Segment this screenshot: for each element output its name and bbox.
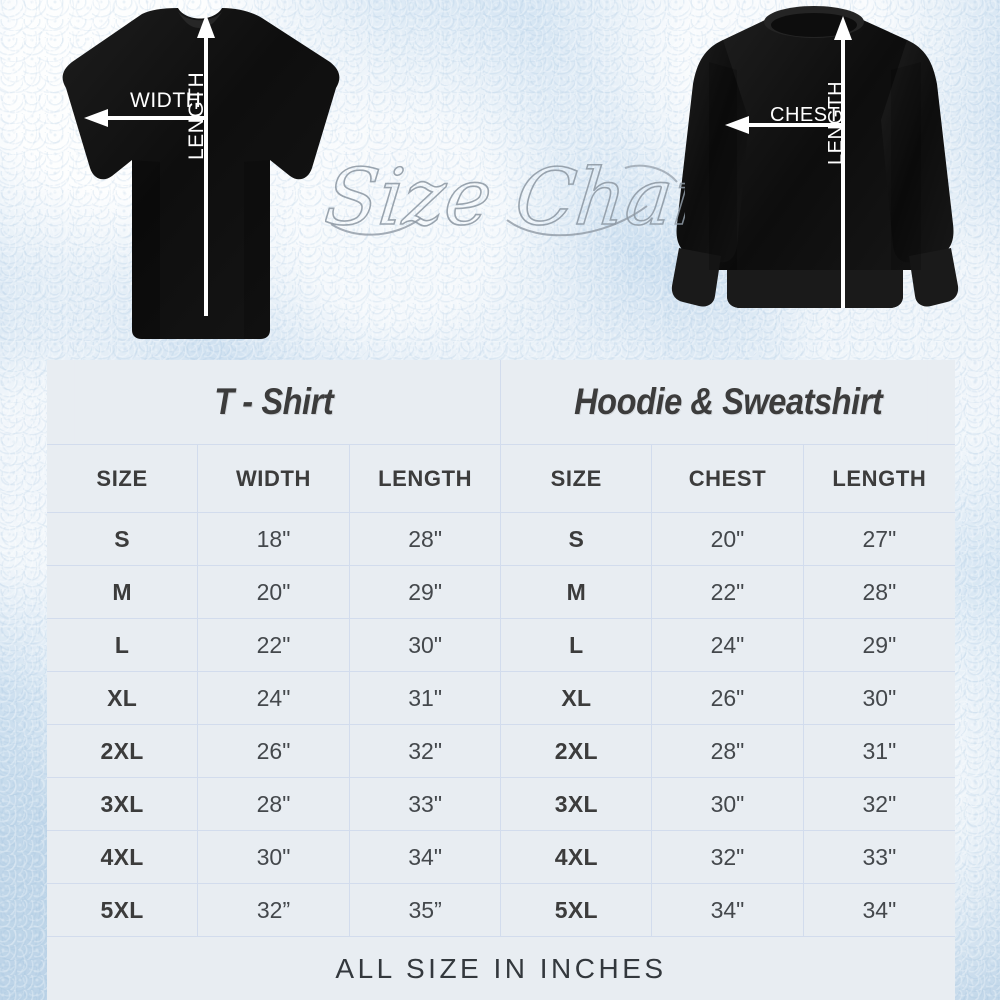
row-length-right: 32" — [802, 777, 955, 831]
header-right-chest: CHEST — [651, 444, 804, 513]
header-left-width: WIDTH — [197, 444, 350, 513]
row-length-left: 28" — [348, 512, 502, 566]
table-footer-row: ALL SIZE IN INCHES — [47, 936, 955, 1000]
row-chest-right: 26" — [651, 671, 804, 725]
row-width-left: 20" — [197, 565, 350, 619]
garment-illustration-area: WIDTH LENGTH — [0, 0, 1000, 356]
tshirt-length-label: LENGTH — [185, 71, 208, 160]
row-size-left: M — [47, 565, 199, 619]
row-chest-right: 28" — [651, 724, 804, 778]
row-length-left: 29" — [348, 565, 502, 619]
sweatshirt-illustration — [645, 0, 985, 350]
size-chart-table: T - Shirt Hoodie & Sweatshirt SIZE WIDTH… — [47, 360, 955, 1000]
row-length-right: 34" — [802, 883, 955, 937]
sweatshirt-length-label: LENGTH — [825, 80, 847, 165]
row-chest-right: 24" — [651, 618, 804, 672]
row-width-left: 32” — [197, 883, 350, 937]
tshirt-width-label: WIDTH — [130, 89, 202, 112]
units-note: ALL SIZE IN INCHES — [47, 936, 955, 1000]
row-size-right: L — [500, 618, 653, 672]
row-length-right: 27" — [802, 512, 955, 566]
row-size-left: 3XL — [47, 777, 199, 831]
svg-text:Size Chart: Size Chart — [325, 152, 685, 243]
header-right-size: SIZE — [500, 444, 653, 513]
table-row: 3XL 28" 33" 3XL 30" 32" — [47, 777, 955, 831]
row-size-left: XL — [47, 671, 199, 725]
row-size-left: 4XL — [47, 830, 199, 884]
row-chest-right: 30" — [651, 777, 804, 831]
row-width-left: 30" — [197, 830, 350, 884]
row-size-right: 2XL — [500, 724, 653, 778]
hoodie-table-title: Hoodie & Sweatshirt — [527, 360, 928, 445]
row-length-right: 31" — [802, 724, 955, 778]
row-width-left: 24" — [197, 671, 350, 725]
table-title-row: T - Shirt Hoodie & Sweatshirt — [47, 360, 955, 445]
row-chest-right: 34" — [651, 883, 804, 937]
table-header-row: SIZE WIDTH LENGTH SIZE CHEST LENGTH — [47, 444, 955, 513]
row-size-left: 2XL — [47, 724, 199, 778]
row-chest-right: 22" — [651, 565, 804, 619]
header-right-length: LENGTH — [802, 444, 955, 513]
header-left-length: LENGTH — [348, 444, 502, 513]
row-length-right: 29" — [802, 618, 955, 672]
tshirt-illustration — [30, 0, 370, 350]
row-length-right: 30" — [802, 671, 955, 725]
row-length-right: 28" — [802, 565, 955, 619]
row-size-right: XL — [500, 671, 653, 725]
table-row: L 22" 30" L 24" 29" — [47, 618, 955, 672]
row-size-left: 5XL — [47, 883, 199, 937]
row-size-right: M — [500, 565, 653, 619]
table-row: 2XL 26" 32" 2XL 28" 31" — [47, 724, 955, 778]
row-size-left: L — [47, 618, 199, 672]
size-chart-script-watermark: Size Chart — [325, 128, 685, 258]
size-chart-panel: T - Shirt Hoodie & Sweatshirt SIZE WIDTH… — [47, 360, 955, 1000]
row-length-left: 31" — [348, 671, 502, 725]
row-size-right: 5XL — [500, 883, 653, 937]
table-row: S 18" 28" S 20" 27" — [47, 512, 955, 566]
sweatshirt-chest-label: CHEST — [770, 104, 841, 126]
row-size-left: S — [47, 512, 199, 566]
row-width-left: 28" — [197, 777, 350, 831]
row-length-left: 35” — [348, 883, 502, 937]
row-width-left: 22" — [197, 618, 350, 672]
row-width-left: 26" — [197, 724, 350, 778]
table-row: M 20" 29" M 22" 28" — [47, 565, 955, 619]
header-left-size: SIZE — [47, 444, 199, 513]
row-length-right: 33" — [802, 830, 955, 884]
row-size-right: S — [500, 512, 653, 566]
row-length-left: 30" — [348, 618, 502, 672]
table-row: 4XL 30" 34" 4XL 32" 33" — [47, 830, 955, 884]
row-size-right: 4XL — [500, 830, 653, 884]
row-chest-right: 20" — [651, 512, 804, 566]
row-size-right: 3XL — [500, 777, 653, 831]
row-length-left: 33" — [348, 777, 502, 831]
row-width-left: 18" — [197, 512, 350, 566]
table-row: XL 24" 31" XL 26" 30" — [47, 671, 955, 725]
tshirt-table-title: T - Shirt — [74, 360, 475, 445]
row-chest-right: 32" — [651, 830, 804, 884]
row-length-left: 34" — [348, 830, 502, 884]
row-length-left: 32" — [348, 724, 502, 778]
table-row: 5XL 32” 35” 5XL 34" 34" — [47, 883, 955, 937]
